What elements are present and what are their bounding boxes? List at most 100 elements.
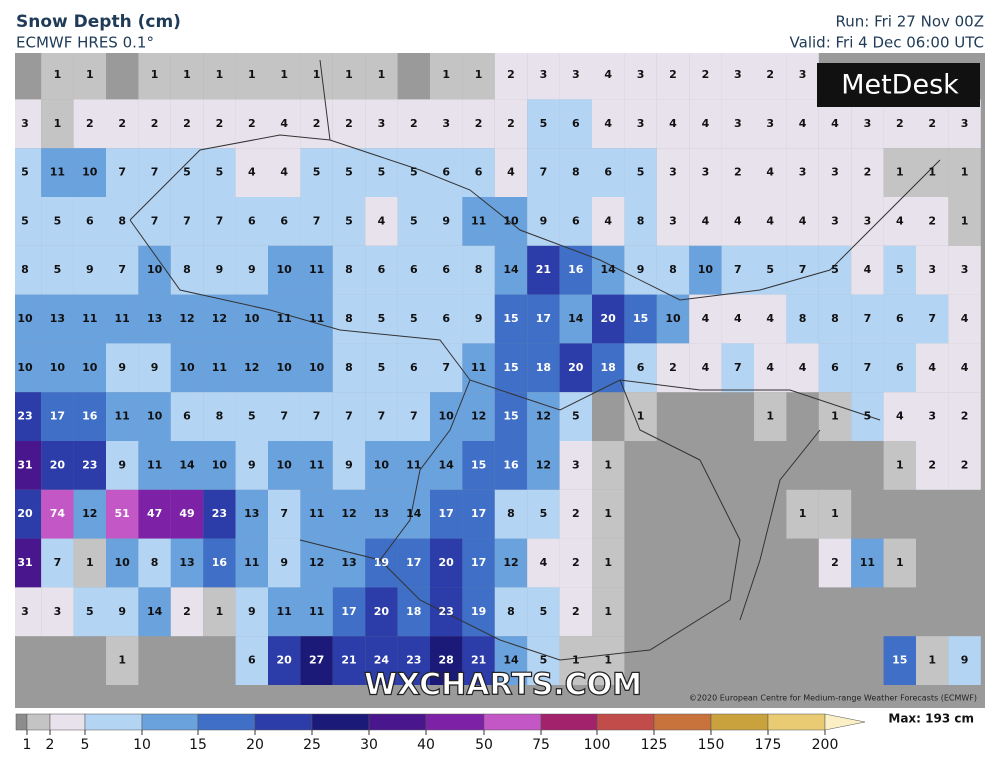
snow-cell <box>41 294 74 344</box>
colorbar-label: 30 <box>360 737 378 753</box>
snow-cell <box>365 343 398 393</box>
snow-cell <box>41 197 74 246</box>
colorbar-segment <box>483 713 542 731</box>
snow-cell <box>235 489 268 539</box>
depth-label: 4 <box>896 214 904 227</box>
depth-label: 14 <box>503 263 519 276</box>
snow-cell <box>689 197 722 246</box>
snow-cell <box>397 538 430 588</box>
snow-cell <box>656 245 690 295</box>
snow-cell <box>494 197 528 246</box>
snow-cell <box>332 99 366 149</box>
snow-cell <box>592 441 625 490</box>
depth-label: 7 <box>118 166 126 179</box>
depth-label: 7 <box>410 410 418 423</box>
depth-label: 2 <box>734 166 742 179</box>
depth-label: 2 <box>345 117 353 130</box>
depth-label: 8 <box>831 312 839 325</box>
watermark: WXCHARTS.COM <box>364 668 642 703</box>
depth-label: 4 <box>831 117 839 130</box>
depth-label: 20 <box>277 654 293 667</box>
snow-cell <box>300 197 333 246</box>
depth-label: 1 <box>442 68 450 81</box>
depth-label: 5 <box>216 166 224 179</box>
depth-label: 6 <box>410 263 418 276</box>
depth-label: 74 <box>50 507 66 520</box>
snow-cell <box>883 245 916 295</box>
depth-label: 3 <box>961 117 969 130</box>
colorbar-label: 100 <box>584 737 611 753</box>
depth-label: 17 <box>50 410 65 423</box>
snow-cell <box>916 392 949 441</box>
depth-label: 21 <box>536 263 551 276</box>
snow-cell <box>73 148 106 197</box>
depth-label: 11 <box>82 312 97 325</box>
depth-label: 3 <box>637 68 645 81</box>
snow-cell <box>592 343 625 393</box>
snow-cell <box>235 148 268 197</box>
snow-cell <box>268 538 301 588</box>
depth-label: 3 <box>540 68 548 81</box>
depth-label: 2 <box>572 605 580 618</box>
depth-label: 14 <box>568 312 584 325</box>
depth-label: 2 <box>961 458 969 471</box>
depth-label: 6 <box>378 263 386 276</box>
snow-cell <box>73 294 106 344</box>
depth-label: 20 <box>17 507 33 520</box>
depth-label: 49 <box>179 507 194 520</box>
depth-label: 5 <box>864 410 872 423</box>
snow-cell <box>527 148 560 197</box>
snow-cell <box>689 53 722 100</box>
depth-label: 16 <box>568 263 584 276</box>
depth-label: 2 <box>896 117 904 130</box>
depth-label: 10 <box>17 361 33 374</box>
depth-label: 23 <box>406 654 421 667</box>
depth-label: 3 <box>669 166 677 179</box>
depth-label: 13 <box>50 312 65 325</box>
depth-label: 6 <box>86 214 94 227</box>
snow-cell <box>106 392 139 441</box>
logo-box <box>817 63 980 107</box>
snow-cell <box>689 343 722 393</box>
snow-cell <box>494 294 528 344</box>
snow-cell <box>948 197 981 246</box>
depth-label: 1 <box>86 556 94 569</box>
depth-label: 8 <box>216 410 224 423</box>
depth-label: 4 <box>961 361 969 374</box>
snow-cell <box>268 489 301 539</box>
depth-label: 1 <box>604 458 612 471</box>
depth-label: 2 <box>507 117 515 130</box>
depth-label: 4 <box>540 556 548 569</box>
depth-label: 2 <box>572 556 580 569</box>
depth-label: 2 <box>928 117 936 130</box>
depth-label: 5 <box>345 214 353 227</box>
depth-label: 2 <box>928 458 936 471</box>
depth-label: 5 <box>86 605 94 618</box>
depth-label: 4 <box>702 361 710 374</box>
snow-cell <box>527 53 560 100</box>
snow-cell <box>170 245 204 295</box>
snow-cell <box>818 538 852 588</box>
depth-label: 15 <box>633 312 648 325</box>
depth-label: 1 <box>961 166 969 179</box>
depth-label: 4 <box>604 214 612 227</box>
snow-cell <box>397 294 430 344</box>
depth-label: 9 <box>345 458 353 471</box>
depth-label: 7 <box>378 410 386 423</box>
snow-cell <box>203 343 236 393</box>
snow-cell <box>300 343 333 393</box>
depth-label: 3 <box>799 68 807 81</box>
depth-label: 19 <box>471 605 486 618</box>
snow-cell <box>786 294 819 344</box>
depth-label: 4 <box>280 166 288 179</box>
depth-label: 1 <box>604 507 612 520</box>
depth-label: 1 <box>831 410 839 423</box>
snow-cell <box>268 441 301 490</box>
snow-cell <box>430 587 463 637</box>
depth-label: 2 <box>183 117 191 130</box>
snow-cell <box>916 99 949 149</box>
depth-label: 5 <box>637 166 645 179</box>
depth-label: 8 <box>151 556 159 569</box>
snow-cell <box>592 148 625 197</box>
